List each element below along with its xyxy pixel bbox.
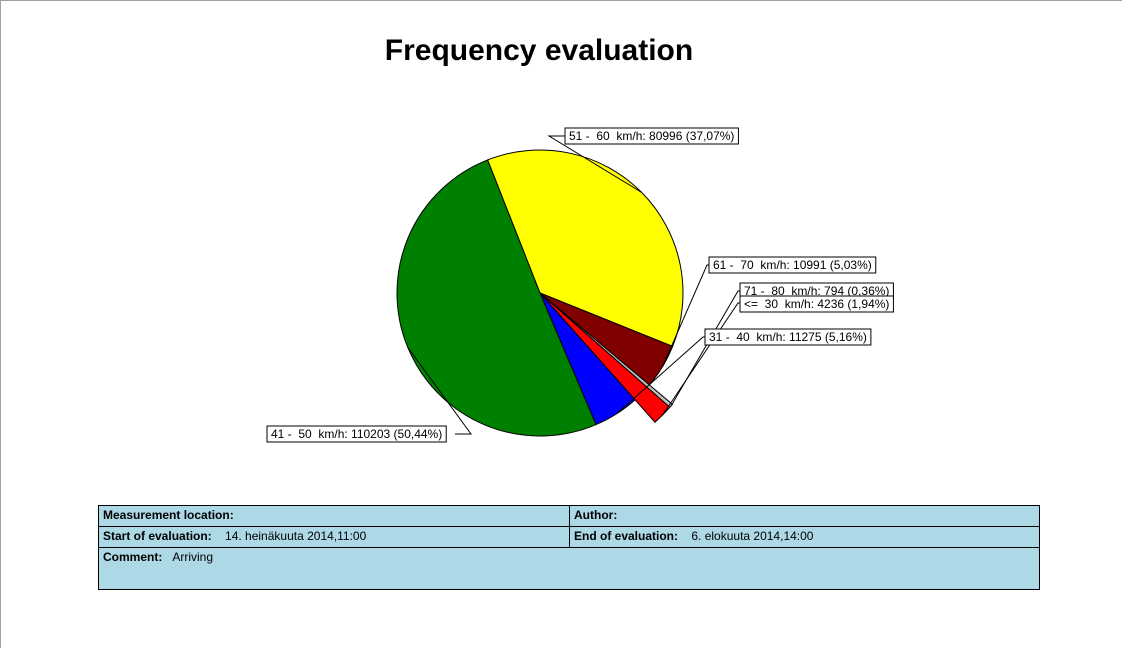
- location-label: Measurement location:: [103, 508, 234, 522]
- slice-label-box: [564, 127, 739, 145]
- page-title: Frequency evaluation: [384, 34, 694, 67]
- author-cell: Author:: [569, 505, 1040, 527]
- info-row-comment: Comment: Arriving: [98, 547, 1040, 590]
- slice-leader-line: [670, 290, 740, 407]
- comment-cell: Comment: Arriving: [98, 547, 1040, 590]
- start-label: Start of evaluation:: [103, 529, 212, 543]
- slice-data-label: <= 30 km/h: 4236 (1,94%): [744, 297, 889, 311]
- start-cell: Start of evaluation: 14. heinäkuuta 2014…: [98, 526, 570, 548]
- slice-leader-line: [662, 302, 740, 416]
- slice-label-box: [704, 328, 872, 346]
- slice-data-label: 51 - 60 km/h: 80996 (37,07%): [569, 129, 734, 143]
- info-row-location: Measurement location: Author:: [98, 505, 1040, 527]
- slice-label-box: [708, 256, 877, 274]
- slice-data-label: 71 - 80 km/h: 794 (0,36%): [744, 284, 889, 298]
- slice-data-label: 31 - 40 km/h: 11275 (5,16%): [709, 330, 867, 344]
- comment-value: Arriving: [172, 550, 214, 564]
- slice-data-label: 41 - 50 km/h: 110203 (50,44%): [271, 427, 442, 441]
- slice-leader-line: [407, 346, 472, 435]
- end-label: End of evaluation:: [574, 529, 679, 543]
- location-cell: Measurement location:: [98, 505, 570, 527]
- end-cell: End of evaluation: 6. elokuuta 2014,14:0…: [569, 526, 1040, 548]
- author-label: Author:: [574, 508, 618, 522]
- slice-label-box: [739, 295, 894, 313]
- info-table: Measurement location: Author: Start of e…: [98, 505, 1040, 590]
- slice-leader-line: [547, 135, 642, 193]
- comment-label: Comment:: [103, 550, 163, 564]
- end-time: 14:00: [783, 529, 814, 543]
- start-date: 14. heinäkuuta 2014: [225, 529, 334, 543]
- info-row-dates: Start of evaluation: 14. heinäkuuta 2014…: [98, 526, 1040, 548]
- slice-label-box: [266, 425, 447, 443]
- start-time: 11:00: [337, 529, 367, 543]
- slice-leader-line: [662, 264, 709, 367]
- end-date: 6. elokuuta 2014: [691, 529, 781, 543]
- pie-chart: 51 - 60 km/h: 80996 (37,07%) 61 - 70 km/h…: [266, 127, 894, 443]
- slice-leader-line: [616, 336, 705, 415]
- slice-data-label: 61 - 70 km/h: 10991 (5,03%): [713, 258, 872, 272]
